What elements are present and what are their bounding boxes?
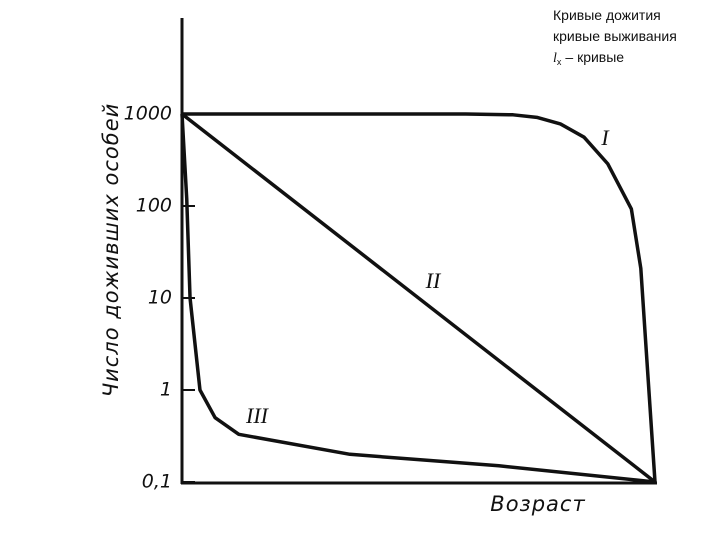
survival-curve [180,112,657,484]
survival-curve [180,113,656,484]
note-symbol: l [553,51,557,66]
y-tick-label: 100 [136,195,172,217]
note: кривые выживания [553,28,677,44]
curve-label: I [600,125,610,150]
y-tick-label: 1000 [124,103,172,125]
note-subscript: x [557,57,562,67]
note-text: – кривые [565,49,624,65]
x-axis-title: Возраст [490,492,585,516]
y-axis-title: Число доживших особей [99,103,123,398]
note: lx – кривые [553,49,624,67]
curve-label: III [245,403,270,428]
y-tick-label: 10 [148,287,172,309]
curve-label: II [425,268,442,293]
y-tick-label: 0,1 [142,471,172,493]
y-tick-label: 1 [160,379,172,401]
survival-curve [182,112,657,483]
note: Кривые дожития [553,7,661,23]
